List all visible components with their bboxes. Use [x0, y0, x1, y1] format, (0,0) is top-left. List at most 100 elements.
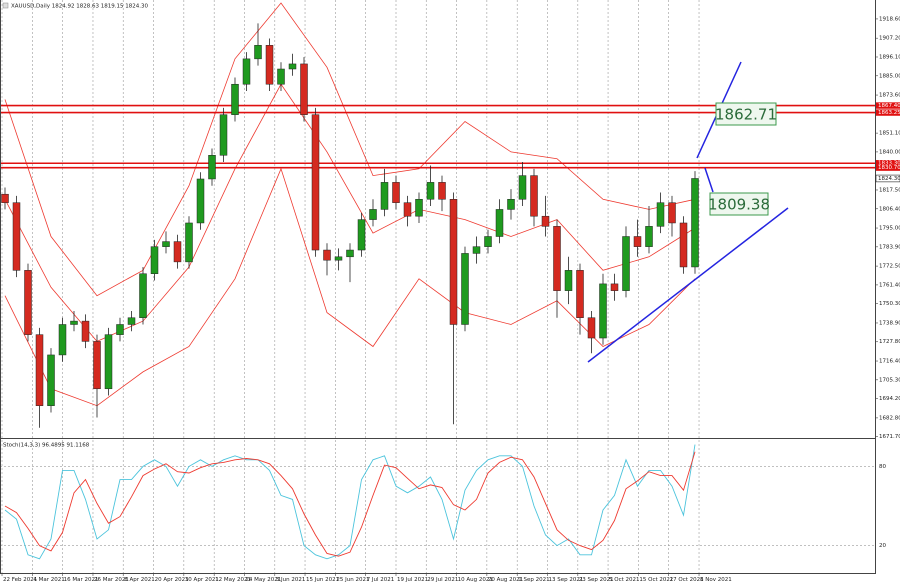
projection-line — [704, 167, 714, 193]
y-tick-label: 1705.30 — [879, 377, 900, 383]
candle-body — [472, 246, 481, 254]
stoch-panel — [0, 444, 875, 560]
y-tick-label: 1738.90 — [879, 320, 900, 326]
candle-body — [254, 45, 262, 60]
x-tick-label: 7 Jul 2021 — [367, 577, 395, 583]
candle-body — [656, 202, 665, 227]
y-tick-label: 1671.70 — [879, 434, 900, 440]
candle-body — [12, 202, 21, 271]
candle-body — [127, 317, 136, 325]
candle-body — [116, 324, 124, 335]
y-tick-label: 20 — [879, 543, 886, 549]
candle-body — [633, 236, 642, 247]
candle-body — [484, 236, 492, 247]
stoch-line — [4, 444, 696, 560]
candle-body — [438, 182, 446, 200]
y-tick-label: 80 — [879, 464, 886, 470]
y-tick-label: 1806.40 — [879, 206, 900, 212]
y-tick-label: 1851.10 — [879, 131, 900, 137]
y-tick-label: 1896.10 — [879, 54, 900, 60]
bollinger-band — [4, 2, 696, 297]
candle-body — [139, 273, 147, 318]
x-tick-label: 8 Nov 2021 — [700, 577, 732, 583]
level-label-box — [876, 164, 900, 171]
last-price-label: 1824.30 — [878, 176, 900, 182]
x-tick-label: 13 Sep 2021 — [548, 577, 583, 583]
indicator-title: Stoch(14,3,3) 96.4895 91.1168 — [3, 443, 90, 449]
candle-body — [346, 249, 354, 258]
candle-body — [185, 222, 193, 263]
y-tick-label: 1783.90 — [879, 244, 900, 250]
candle-body — [323, 249, 331, 261]
x-tick-label: 26 Mar 2021 — [94, 577, 129, 583]
candle-body — [587, 317, 596, 339]
candle-body — [645, 226, 653, 247]
grid — [1, 0, 700, 573]
candle-body — [392, 182, 400, 203]
candle-body — [622, 236, 630, 291]
y-tick-label: 1694.20 — [879, 396, 900, 402]
price-panel — [0, 2, 875, 428]
candle-body — [679, 222, 688, 268]
x-tick-label: 29 Jul 2021 — [427, 577, 458, 583]
candle-body — [415, 199, 423, 217]
x-tick-label: 15 Oct 2021 — [639, 577, 673, 583]
candle-body — [93, 341, 101, 390]
candle-body — [357, 219, 366, 251]
y-tick-label: 1817.50 — [879, 187, 900, 193]
level-label: 1867.40 — [878, 103, 900, 109]
annotation: 1809.38 — [708, 196, 770, 214]
chart-title: XAUUSD,Daily 1824.92 1828.63 1819.15 182… — [11, 4, 148, 10]
candle-body — [403, 202, 412, 217]
stoch-line — [4, 451, 696, 557]
x-tick-label: 1 Sep 2021 — [518, 577, 549, 583]
candle-body — [461, 253, 469, 325]
candle-body — [35, 334, 44, 406]
x-tick-label: 3 Jun 2021 — [276, 577, 306, 583]
y-tick-label: 1907.20 — [879, 36, 900, 42]
x-tick-label: 27 Oct 2021 — [670, 577, 704, 583]
x-tick-label: 5 Oct 2021 — [609, 577, 640, 583]
candle-body — [507, 199, 515, 210]
annotation: 1862.71 — [715, 106, 777, 124]
y-tick-label: 1918.60 — [879, 16, 900, 22]
candle-body — [208, 155, 216, 180]
candle-body — [173, 241, 182, 263]
y-tick-label: 1873.60 — [879, 93, 900, 99]
x-tick-label: 12 May 2021 — [215, 577, 251, 583]
y-tick-label: 1716.40 — [879, 359, 900, 365]
candle-body — [334, 256, 343, 261]
x-tick-label: 20 Apr 2021 — [155, 577, 189, 583]
candle-body — [530, 175, 538, 217]
candle-body — [1, 193, 9, 203]
y-tick-label: 1761.40 — [879, 282, 900, 288]
x-tick-label: 15 Jun 2021 — [306, 577, 339, 583]
level-label-box — [876, 160, 900, 167]
candle-body — [541, 215, 550, 227]
candle-body — [668, 202, 676, 224]
x-tick-label: 8 Apr 2021 — [124, 577, 155, 583]
candle-body — [277, 68, 285, 85]
x-tick-label: 22 Feb 2021 — [3, 577, 37, 583]
candle-body — [162, 241, 170, 247]
candle-body — [70, 320, 78, 325]
y-tick-label: 1772.50 — [879, 264, 900, 270]
candle-body — [300, 63, 308, 115]
candle-body — [58, 324, 67, 356]
candle-body — [599, 283, 607, 339]
candle-body — [219, 114, 228, 156]
candle-body — [518, 175, 527, 200]
level-label: 1833.30 — [878, 161, 900, 167]
candle-body — [242, 58, 251, 85]
candle-body — [495, 209, 504, 237]
candle-body — [81, 320, 90, 342]
x-tick-label: 20 Aug 2021 — [488, 577, 523, 583]
level-label: 1830.70 — [878, 165, 900, 171]
candle-body — [104, 334, 113, 390]
candle-body — [265, 45, 274, 85]
y-tick-label: 1682.80 — [879, 415, 900, 421]
candle-body — [564, 270, 573, 291]
x-tick-label: 24 May 2021 — [245, 577, 281, 583]
annotation-box — [709, 192, 769, 216]
candle-body — [231, 83, 239, 115]
